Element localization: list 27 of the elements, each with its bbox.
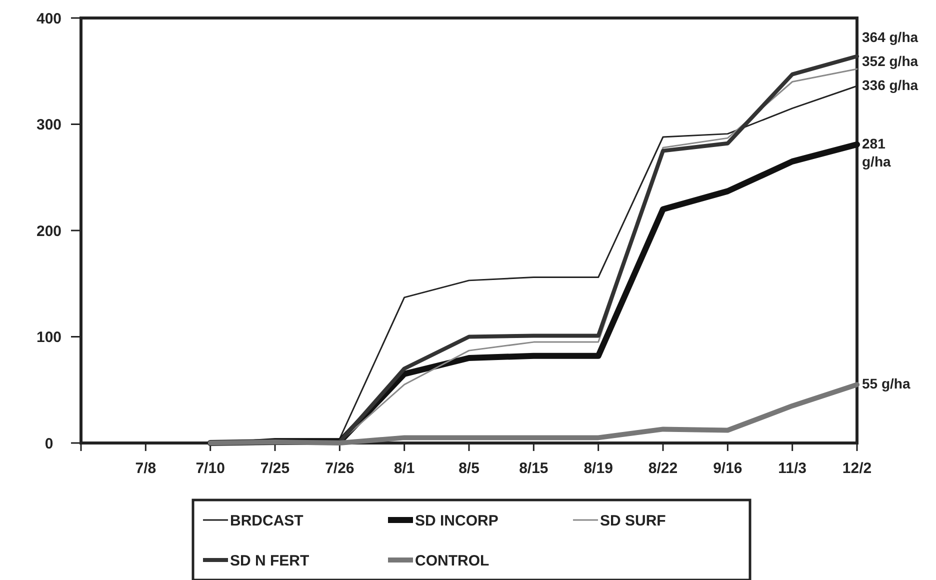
y-tick-label: 300 [36, 116, 62, 134]
x-tick-label: 8/15 [519, 460, 548, 477]
y-tick-label: 0 [44, 435, 54, 452]
y-tick-label: 200 [36, 222, 62, 240]
annotation: 55 g/ha [862, 376, 910, 392]
x-tick-label: 7/25 [260, 460, 290, 477]
x-tick-label: 8/5 [458, 460, 480, 477]
annotation: 364 g/ha [862, 29, 918, 45]
y-tick-label: 400 [36, 10, 62, 28]
legend-label: BRDCAST [230, 512, 304, 530]
legend-label: SD N FERT [230, 552, 310, 570]
legend-label: SD INCORP [415, 512, 498, 530]
x-tick-label: 8/1 [394, 460, 415, 477]
x-tick-label: 9/16 [713, 460, 742, 477]
x-tick-label: 7/26 [325, 460, 354, 477]
x-tick-label: 8/22 [648, 460, 678, 477]
x-tick-label: 11/3 [778, 460, 807, 477]
x-tick-label: 7/10 [196, 460, 225, 477]
x-tick-label: 12/2 [842, 460, 872, 477]
annotation: 281 g/ha [862, 135, 891, 170]
legend-label: SD SURF [600, 512, 666, 530]
x-tick-label: 8/19 [584, 460, 613, 477]
legend-label: CONTROL [415, 552, 490, 570]
annotation: 352 g/ha [862, 53, 918, 69]
x-tick-label: 7/8 [135, 460, 156, 477]
y-tick-label: 100 [36, 329, 62, 346]
annotation: 336 g/ha [862, 77, 918, 93]
